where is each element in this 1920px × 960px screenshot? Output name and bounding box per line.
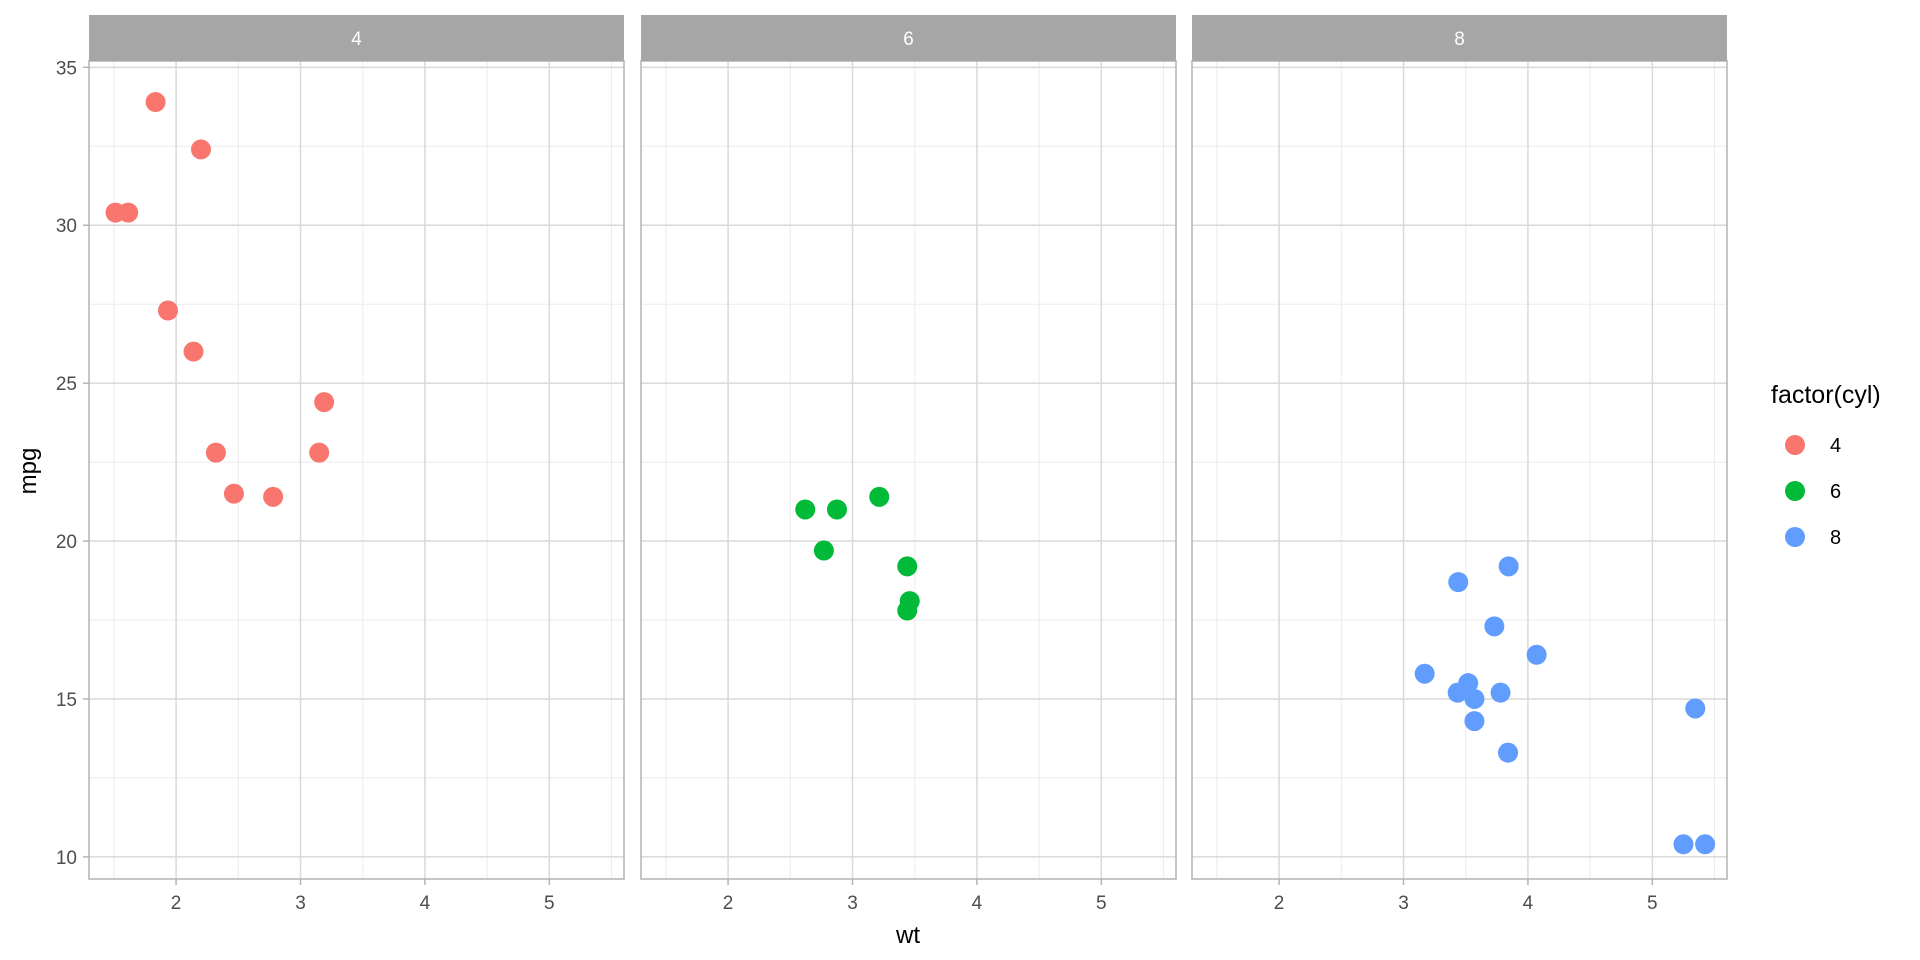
data-point — [897, 556, 918, 577]
legend-key — [1785, 527, 1805, 547]
legend-title: factor(cyl) — [1771, 381, 1881, 409]
facet-panel-6: 6 2 3 4 5 — [640, 15, 1177, 914]
data-point — [1447, 682, 1468, 703]
data-point — [1498, 742, 1519, 763]
x-tick-label: 2 — [723, 893, 734, 914]
panel-background — [641, 61, 1176, 879]
data-point — [118, 202, 139, 223]
data-point — [205, 442, 226, 463]
facet-strip — [1192, 15, 1727, 61]
data-point — [1414, 663, 1435, 684]
y-tick-label: 25 — [56, 374, 77, 395]
x-tick-label: 5 — [544, 893, 555, 914]
data-point — [1464, 688, 1485, 709]
facet-strip-label: 6 — [903, 29, 914, 50]
data-point — [223, 483, 244, 504]
facet-panel-8: 8 2 3 4 5 — [1191, 15, 1728, 914]
data-point — [813, 540, 834, 561]
data-point — [795, 499, 816, 520]
x-tick-label: 4 — [1523, 893, 1534, 914]
y-tick-label: 30 — [56, 216, 77, 237]
y-tick-label: 10 — [56, 848, 77, 869]
y-tick-label: 35 — [56, 58, 77, 79]
data-point — [263, 486, 284, 507]
data-point — [1490, 682, 1511, 703]
facet-panels: 4 2 3 4 5 6 2 3 4 5 8 2 3 4 5 — [88, 15, 1728, 914]
facet-strip-label: 4 — [351, 29, 362, 50]
legend-key — [1785, 481, 1805, 501]
data-point — [1484, 616, 1505, 637]
data-point — [1498, 556, 1519, 577]
legend-label: 8 — [1830, 527, 1841, 549]
legend-label: 6 — [1830, 481, 1841, 503]
data-point — [1685, 698, 1706, 719]
legend-item-4: 4 — [1785, 435, 1841, 457]
y-axis: 10 15 20 25 30 35 — [56, 58, 89, 869]
y-axis-title: mpg — [15, 448, 42, 495]
x-tick-label: 3 — [847, 893, 858, 914]
data-point — [190, 139, 211, 160]
x-tick-label: 3 — [295, 893, 306, 914]
legend-item-6: 6 — [1785, 481, 1841, 503]
data-point — [158, 300, 179, 321]
x-tick-label: 4 — [972, 893, 983, 914]
panel-background — [1192, 61, 1727, 879]
facet-strip — [89, 15, 624, 61]
data-point — [897, 600, 918, 621]
legend-item-8: 8 — [1785, 527, 1841, 549]
x-tick-label: 5 — [1647, 893, 1658, 914]
y-tick-label: 20 — [56, 532, 77, 553]
y-tick-label: 15 — [56, 690, 77, 711]
data-point — [869, 486, 890, 507]
data-point — [1695, 834, 1716, 855]
panel-background — [89, 61, 624, 879]
facet-panel-4: 4 2 3 4 5 — [88, 15, 625, 914]
x-tick-label: 2 — [1274, 893, 1285, 914]
data-point — [145, 92, 166, 113]
data-point — [314, 392, 335, 413]
x-tick-label: 2 — [171, 893, 182, 914]
legend: factor(cyl) 4 6 8 — [1771, 381, 1881, 549]
legend-items: 4 6 8 — [1785, 435, 1841, 549]
x-tick-label: 3 — [1398, 893, 1409, 914]
facet-strip-label: 8 — [1454, 29, 1465, 50]
data-point — [1448, 572, 1469, 593]
data-point — [1464, 711, 1485, 732]
data-point — [1526, 644, 1547, 665]
data-point — [183, 341, 204, 362]
legend-label: 4 — [1830, 435, 1841, 457]
x-axis-title: wt — [895, 922, 920, 949]
data-point — [1673, 834, 1694, 855]
x-tick-label: 5 — [1096, 893, 1107, 914]
data-point — [309, 442, 330, 463]
facet-strip — [641, 15, 1176, 61]
x-tick-label: 4 — [420, 893, 431, 914]
data-point — [826, 499, 847, 520]
legend-key — [1785, 435, 1805, 455]
